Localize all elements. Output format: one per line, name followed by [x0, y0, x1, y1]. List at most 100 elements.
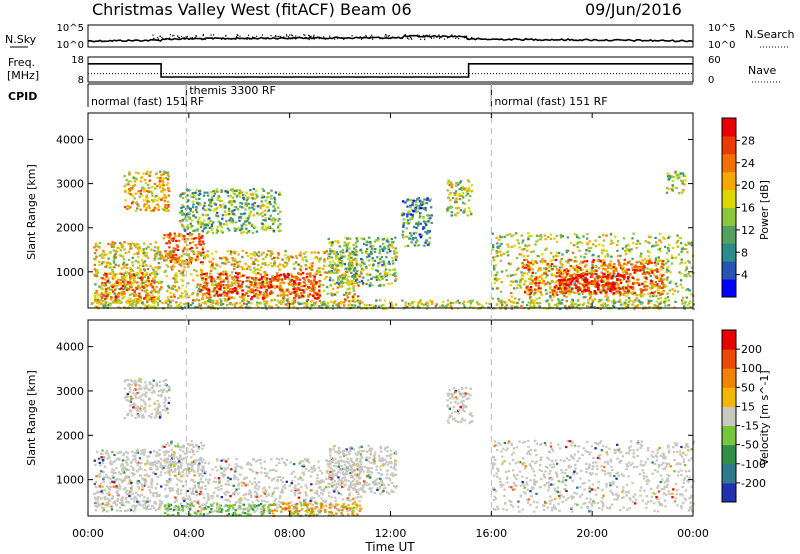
range-cell	[175, 301, 178, 304]
range-cell	[249, 284, 252, 287]
range-cell	[149, 298, 152, 301]
range-cell	[122, 273, 125, 276]
range-cell	[345, 249, 349, 252]
range-cell	[613, 263, 616, 266]
range-cell	[146, 305, 149, 308]
nsearch-dot	[365, 35, 367, 37]
range-cell	[205, 231, 209, 235]
range-cell	[227, 201, 231, 204]
range-cell	[133, 253, 136, 256]
range-cell	[218, 276, 222, 279]
range-cell	[191, 293, 194, 296]
range-cell	[498, 238, 501, 241]
range-cell	[520, 271, 523, 274]
range-cell	[553, 285, 557, 289]
range-cell	[527, 238, 530, 241]
nsearch-dot	[299, 36, 301, 38]
range-cell	[210, 223, 214, 226]
range-cell	[143, 248, 147, 251]
range-cell	[159, 255, 162, 258]
range-cell	[244, 208, 247, 211]
range-cell	[311, 264, 314, 268]
range-cell	[162, 183, 165, 187]
range-cell	[388, 302, 392, 305]
range-cell	[231, 257, 234, 260]
range-cell	[140, 282, 143, 285]
range-cell	[218, 265, 222, 268]
range-cell	[115, 284, 118, 287]
range-cell	[402, 224, 405, 227]
range-cell	[533, 278, 537, 281]
range-cell	[376, 269, 379, 272]
range-cell	[210, 229, 213, 232]
range-cell	[207, 276, 210, 279]
range-cell	[160, 198, 163, 201]
range-cell	[172, 293, 175, 296]
range-cell	[93, 294, 96, 297]
range-cell	[215, 228, 219, 231]
range-cell	[215, 292, 218, 295]
range-cell	[195, 270, 198, 273]
range-cell	[533, 288, 537, 291]
range-cell	[234, 275, 237, 278]
range-cell	[363, 304, 366, 307]
range-cell	[261, 228, 265, 231]
range-cell	[163, 199, 166, 202]
range-cell	[213, 283, 216, 286]
range-cell	[616, 292, 620, 295]
range-cell	[619, 274, 623, 277]
range-cell	[97, 294, 100, 297]
range-cell	[412, 199, 415, 202]
range-cell	[194, 244, 197, 247]
range-cell	[255, 230, 259, 233]
range-cell	[525, 263, 529, 266]
range-cell	[382, 304, 385, 307]
range-cell	[104, 298, 107, 301]
range-cell	[308, 274, 312, 277]
range-cell	[554, 281, 557, 284]
range-cell	[297, 302, 301, 305]
range-cell	[529, 286, 533, 289]
range-cell	[263, 286, 266, 289]
range-cell	[382, 242, 385, 245]
range-cell	[277, 225, 280, 228]
nsearch-dot	[433, 35, 435, 37]
range-cell	[675, 241, 678, 244]
range-cell	[661, 286, 664, 289]
range-cell	[341, 273, 344, 276]
range-cell	[154, 274, 157, 277]
range-cell	[427, 220, 430, 223]
freq-label-line2: [MHz]	[7, 69, 39, 82]
range-cell	[493, 274, 496, 277]
range-cell	[662, 259, 665, 263]
range-cell	[241, 194, 245, 197]
range-cell	[196, 292, 199, 295]
range-cell	[216, 277, 219, 280]
range-cell	[670, 254, 673, 257]
range-cell	[246, 299, 249, 302]
nsearch-dot	[359, 37, 361, 39]
range-cell	[540, 273, 544, 277]
range-cell	[201, 262, 204, 266]
range-cell	[567, 259, 570, 262]
range-cell	[288, 278, 291, 281]
range-cell	[361, 251, 364, 254]
range-cell	[314, 283, 317, 286]
range-cell	[614, 267, 617, 270]
range-cell	[655, 300, 658, 303]
range-cell	[189, 258, 192, 261]
range-cell	[211, 278, 214, 281]
range-cell	[343, 276, 347, 279]
range-cell	[349, 237, 352, 240]
range-cell	[562, 285, 566, 288]
range-cell	[183, 253, 186, 256]
range-cell	[219, 298, 222, 301]
range-cell	[612, 287, 615, 290]
range-cell	[604, 255, 607, 258]
range-cell	[186, 224, 189, 227]
range-cell	[302, 289, 305, 292]
range-cell	[154, 246, 157, 249]
range-cell	[593, 265, 596, 269]
range-cell	[661, 291, 664, 294]
range-cell	[357, 300, 361, 303]
